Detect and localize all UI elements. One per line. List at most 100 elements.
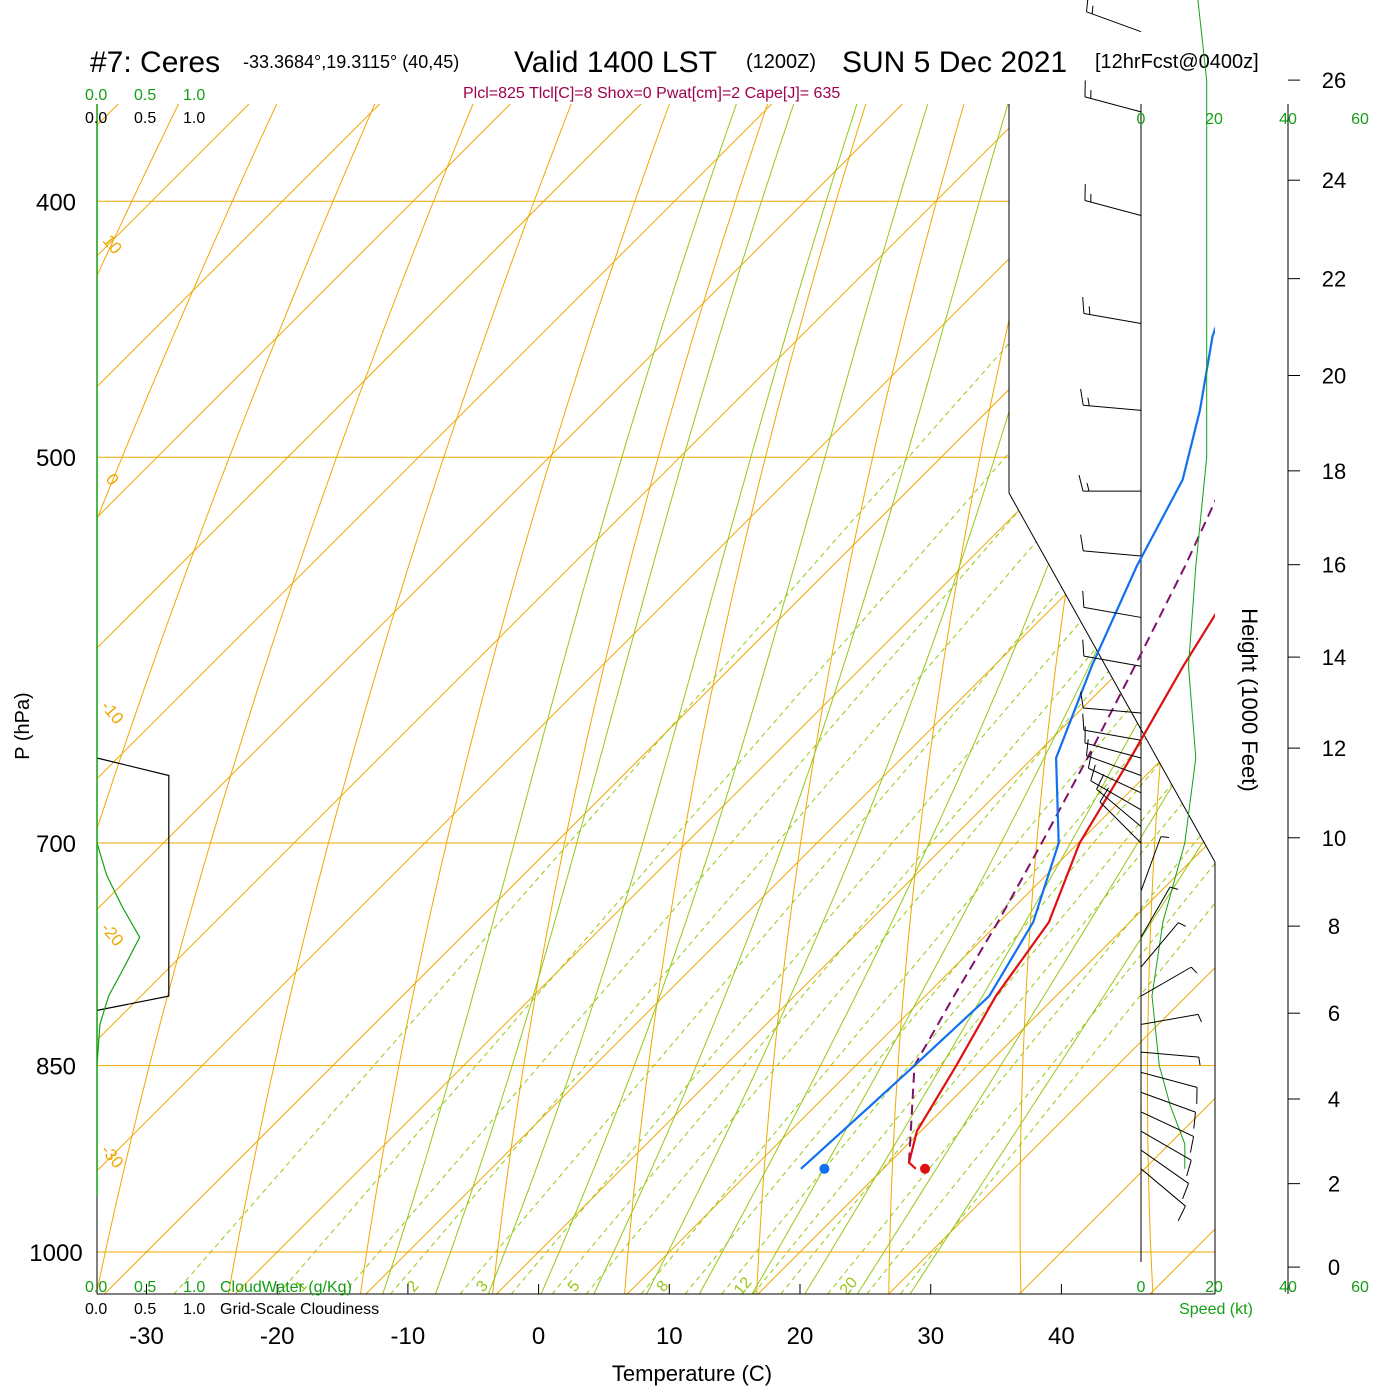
wind-barb-halfflag — [1190, 966, 1198, 974]
mixing-ratio-line — [629, 200, 1215, 1294]
wind-barb-shaft — [1083, 312, 1142, 325]
cloud-scale-top-green: 0.0 0.5 1.0 — [85, 87, 205, 104]
valid-date: SUN 5 Dec 2021 — [842, 46, 1067, 79]
temperature-tick-label: 20 — [787, 1323, 814, 1350]
moist-adiabat-line — [743, 104, 1215, 1294]
moist-adiabat-line — [534, 104, 931, 1294]
cloud-scale-tick: 0.5 — [134, 1301, 156, 1318]
wind-barb-flag — [1082, 639, 1085, 657]
mixing-ratio-label: 5 — [565, 1278, 584, 1296]
mixing-ratio-line — [574, 200, 1215, 1294]
wind-barb — [1082, 713, 1142, 741]
wind-barb — [1090, 764, 1142, 811]
wind-barb — [1140, 1168, 1186, 1222]
pressure-axis: 2503004005007008501000 — [29, 189, 82, 1267]
cloud-scale-tick: 0.5 — [134, 110, 156, 127]
valid-time: Valid 1400 LST — [514, 46, 717, 79]
speed-tick: 40 — [1279, 1279, 1297, 1296]
dry-adiabat-line — [492, 104, 769, 1294]
isotherm-label: 0 — [1005, 320, 1034, 349]
wind-barb-shaft — [1140, 1149, 1189, 1184]
moist-adiabat-line — [691, 104, 1206, 1294]
isobar-lines — [97, 200, 1215, 1253]
speed-tick: 20 — [1205, 1279, 1223, 1296]
moist-adiabat-line — [482, 104, 860, 1294]
speed-tick: 60 — [1351, 1279, 1369, 1296]
pressure-tick-label: 850 — [36, 1054, 76, 1081]
wind-barb-flag — [1182, 1183, 1189, 1199]
wind-barb-flag — [1193, 1112, 1196, 1129]
mixing-ratio-line — [769, 200, 1215, 1294]
wind-speed-curve — [1151, 0, 1208, 1169]
wind-barb-shaft — [1140, 966, 1192, 997]
wind-barb-shaft — [1083, 404, 1142, 411]
wind-barb-flag — [1082, 713, 1085, 731]
wind-barb — [1140, 1149, 1189, 1199]
temperature-tick-label: 10 — [656, 1323, 683, 1350]
pressure-tick-label: 1000 — [29, 1240, 82, 1267]
parcel-curve — [908, 498, 1215, 1163]
wind-barb — [1084, 726, 1142, 759]
wind-barb-shaft — [1140, 1111, 1194, 1137]
temperature-tick-label: 30 — [917, 1323, 944, 1350]
wind-barb-shaft — [1140, 1130, 1192, 1161]
wind-barb-halfflag — [1087, 397, 1090, 406]
cloudwater-curve — [96, 842, 141, 1066]
wind-barb-shaft — [1140, 886, 1171, 938]
temperature-tick-label: -30 — [129, 1323, 164, 1350]
isotherm-line — [626, 104, 1215, 1294]
cloud-scale-tick: 1.0 — [183, 110, 205, 127]
height-axis: 02468101214161820222426283032 — [1288, 68, 1346, 1280]
wind-barb-halfflag — [1088, 306, 1091, 315]
surface-dewpoint-dot — [819, 1163, 830, 1174]
height-tick-label: 16 — [1322, 553, 1346, 578]
wind-barb-shaft — [1140, 836, 1162, 892]
wind-barb-shaft — [1086, 11, 1142, 33]
isotherm-label: 10 — [1036, 506, 1074, 544]
station-coords: -33.3684°,19.3115° (40,45) — [243, 52, 459, 72]
wind-barb — [1140, 836, 1170, 892]
wind-barb-shaft — [1140, 1051, 1199, 1058]
wind-barb-halfflag — [1198, 1057, 1201, 1066]
dewpoint-curve — [800, 325, 1215, 1170]
moist-adiabat-line — [848, 104, 1215, 1294]
isotherm-label: 30 — [1172, 746, 1210, 784]
dry-adiabat-line — [360, 104, 670, 1294]
isotherm-line — [234, 104, 1215, 1294]
mixing-ratio-line — [816, 200, 1215, 1294]
wind-barb — [1080, 388, 1142, 411]
cloud-scale-tick: 0.0 — [85, 1301, 107, 1318]
height-tick-label: 14 — [1322, 645, 1346, 670]
wind-barb-shaft — [1083, 655, 1142, 667]
wind-barb-flag — [1189, 1136, 1195, 1153]
wind-barb-shaft — [1084, 96, 1142, 113]
cloudiness-curve — [96, 757, 170, 1011]
dry-adiabat-line — [97, 104, 474, 1294]
plot-frame — [96, 104, 1289, 1295]
isotherm-grid — [97, 104, 1215, 1294]
temperature-tick-label: 0 — [532, 1323, 545, 1350]
wind-barb — [1078, 474, 1141, 492]
height-axis-label: Height (1000 Feet) — [1237, 608, 1262, 791]
moist-adiabat-line — [900, 104, 1215, 1294]
wind-barb-shaft — [1084, 200, 1142, 217]
wind-barb-flag — [1080, 691, 1084, 709]
pressure-tick-label: 700 — [36, 831, 76, 858]
wind-barb-halfflag — [1197, 1014, 1202, 1023]
moist-adiabat-line — [639, 104, 1103, 1294]
wind-barb-shaft — [1140, 922, 1179, 968]
cloud-scale-tick: 0.0 — [85, 1279, 107, 1296]
wind-barb-flag — [1096, 774, 1105, 790]
isotherm-line — [97, 104, 773, 1294]
wind-barb-halfflag — [1178, 922, 1186, 927]
dry-adiabat-label: -10 — [97, 697, 127, 728]
sounding-indices: Plcl=825 Tlcl[C]=8 Shox=0 Pwat[cm]=2 Cap… — [463, 85, 840, 102]
isotherm-line — [97, 104, 1165, 1294]
dry-adiabat-label: -20 — [97, 919, 127, 950]
height-tick-label: 26 — [1322, 68, 1346, 93]
dry-adiabat-line — [1019, 104, 1161, 1294]
mixing-ratio-line — [378, 200, 1215, 1294]
wind-barb — [1140, 922, 1186, 968]
wind-barb — [1140, 1111, 1195, 1153]
